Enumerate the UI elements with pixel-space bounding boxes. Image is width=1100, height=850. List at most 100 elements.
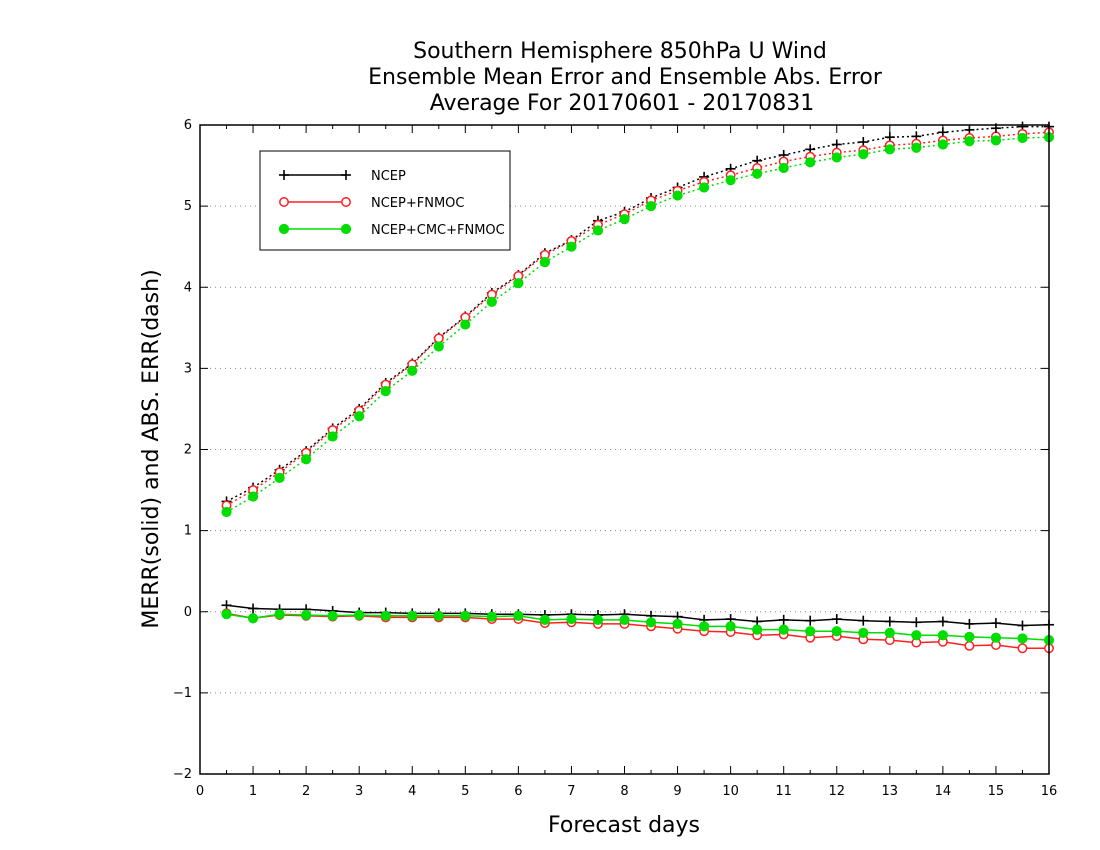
abs-err-point — [725, 175, 736, 186]
x-tick-label: 7 — [567, 784, 575, 799]
merr-point — [725, 621, 736, 632]
y-tick-label: 0 — [184, 605, 192, 620]
merr-point — [433, 610, 444, 621]
y-tick-label: 5 — [184, 199, 192, 214]
merr-point — [911, 630, 922, 641]
abs-err-point — [990, 135, 1002, 146]
title-line-1: Southern Hemisphere 850hPa U Wind — [413, 39, 827, 64]
abs-err-point — [778, 162, 789, 174]
abs-err-point — [911, 142, 922, 153]
merr-point — [1017, 633, 1028, 644]
title-line-2: Ensemble Mean Error and Ensemble Abs. Er… — [368, 65, 883, 90]
merr-point — [884, 627, 895, 638]
x-tick-label: 4 — [408, 784, 416, 799]
merr-line-ncep-cmc-fnmoc — [226, 613, 1050, 641]
y-axis: −2 −1 0 1 2 3 4 5 6 — [173, 118, 1049, 782]
merr-point — [964, 618, 975, 629]
x-tick-label: 9 — [673, 784, 681, 799]
merr-point — [937, 616, 948, 627]
merr-point — [619, 614, 630, 625]
merr-point — [990, 632, 1002, 643]
merr-point — [778, 614, 789, 625]
merr-point — [831, 614, 842, 625]
legend-marker — [278, 223, 290, 235]
abs-err-point — [619, 214, 630, 225]
merr-point — [858, 627, 869, 638]
merr-point — [911, 617, 922, 628]
merr-point — [964, 640, 975, 651]
legend-label: NCEP+CMC+FNMOC — [371, 223, 505, 238]
x-tick-label: 2 — [302, 784, 310, 799]
merr-point — [698, 621, 710, 632]
x-tick-label: 15 — [988, 784, 1005, 799]
x-tick-label: 14 — [935, 784, 952, 799]
legend-marker — [341, 197, 351, 207]
x-tick-label: 3 — [355, 784, 363, 799]
merr-point — [248, 603, 259, 614]
merr-point — [805, 615, 816, 626]
chart-title: Southern Hemisphere 850hPa U Wind Ensemb… — [368, 39, 883, 116]
abs-err-point — [698, 182, 710, 193]
abs-err-point — [433, 341, 444, 352]
merr-point — [831, 626, 842, 637]
abs-err-point — [805, 157, 816, 168]
x-axis-label: Forecast days — [548, 813, 700, 838]
abs-err-point — [858, 149, 869, 160]
merr-point — [274, 609, 285, 620]
y-tick-label: 6 — [184, 118, 192, 133]
x-tick-label: 5 — [461, 784, 469, 799]
abs-err-point — [327, 431, 338, 442]
x-axis: 0 1 2 3 4 5 6 7 8 9 10 11 12 13 14 15 16 — [196, 125, 1057, 799]
merr-point — [858, 615, 869, 626]
y-tick-label: 1 — [184, 524, 192, 539]
legend-marker — [279, 170, 289, 180]
abs-err-point — [301, 454, 312, 465]
merr-point — [964, 631, 975, 642]
abs-err-point — [1017, 132, 1028, 144]
merr-point — [805, 626, 816, 637]
abs-err-point — [566, 241, 577, 252]
legend-box — [259, 150, 511, 251]
abs-err-point — [247, 491, 259, 502]
y-tick-label: −1 — [173, 686, 192, 701]
x-tick-label: 10 — [722, 784, 739, 799]
merr-point — [301, 609, 312, 621]
merr-point — [486, 611, 497, 622]
y-axis-label: MERR(solid) and ABS. ERR(dash) — [139, 269, 164, 628]
y-tick-label: 4 — [184, 280, 192, 295]
merr-point — [513, 610, 524, 621]
merr-point — [539, 614, 551, 625]
merr-point — [937, 630, 948, 641]
merr-point — [884, 616, 895, 627]
x-tick-label: 8 — [620, 784, 628, 799]
y-tick-label: −2 — [173, 767, 192, 782]
abs-err-point — [486, 296, 497, 307]
merr-line-ncep-fnmoc — [226, 612, 1049, 650]
merr-point — [380, 610, 391, 621]
merr-point — [592, 614, 604, 625]
legend-marker — [279, 197, 289, 207]
x-tick-label: 0 — [196, 784, 204, 799]
x-tick-label: 13 — [882, 784, 899, 799]
abs-err-point — [592, 225, 604, 236]
abs-err-point — [964, 136, 975, 147]
abs-err-line-ncep-fnmoc — [226, 131, 1050, 507]
abs-err-point — [221, 506, 232, 518]
abs-err-point — [884, 144, 895, 155]
merr-point — [1017, 643, 1028, 654]
abs-err-line-ncep — [226, 125, 1049, 503]
merr-point — [407, 610, 418, 621]
abs-err-point — [937, 139, 948, 150]
x-tick-label: 1 — [249, 784, 257, 799]
x-tick-label: 16 — [1041, 784, 1058, 799]
abs-err-point — [539, 257, 551, 268]
legend-marker — [340, 223, 352, 235]
legend-label: NCEP — [371, 169, 406, 184]
abs-err-point — [274, 472, 285, 483]
series-layer — [221, 121, 1055, 654]
merr-point — [1017, 620, 1028, 631]
abs-err-point — [380, 385, 391, 397]
legend: NCEP NCEP+FNMOC NCEP+CMC+FNMOC — [259, 150, 511, 251]
abs-err-point — [672, 190, 683, 201]
